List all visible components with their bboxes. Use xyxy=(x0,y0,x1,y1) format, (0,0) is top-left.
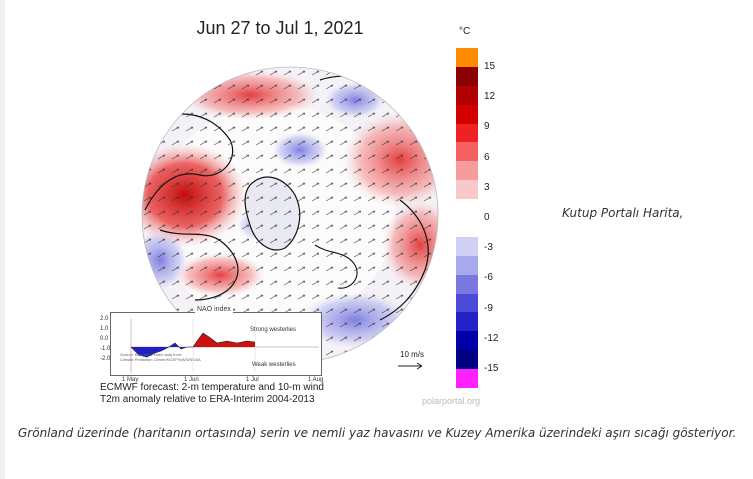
colorbar-segment xyxy=(456,66,478,87)
nao-index-chart xyxy=(130,319,319,373)
colorbar-segment xyxy=(456,350,478,370)
page-edge-strip xyxy=(0,0,5,479)
colorbar-segment xyxy=(456,255,478,276)
colorbar-tick-label: -9 xyxy=(484,302,493,314)
colorbar-segment xyxy=(456,142,478,162)
colorbar-segment xyxy=(456,123,478,143)
colorbar-tick-label: 6 xyxy=(484,151,490,163)
anomaly-caption: T2m anomaly relative to ERA-Interim 2004… xyxy=(100,394,315,405)
nao-source: Source: Bias NAO index data from: Climat… xyxy=(120,352,201,362)
wind-scale-arrow xyxy=(398,362,423,370)
colorbar-segment xyxy=(456,293,478,313)
colorbar-tick-label: 9 xyxy=(484,121,490,133)
figure-caption: Grönland üzerinde (haritanın ortasında) … xyxy=(18,426,737,440)
colorbar-segment xyxy=(456,104,478,125)
colorbar-segment xyxy=(456,161,478,181)
nao-negative-area xyxy=(131,343,193,357)
nao-y-tick-label: 0.0 xyxy=(100,336,109,342)
nao-x-tick-label: 1 May xyxy=(122,377,139,383)
colorbar-segment xyxy=(456,48,478,68)
colorbar-tick-label: 15 xyxy=(484,60,496,72)
nao-x-tick-label: 1 Jun xyxy=(184,377,199,383)
colorbar-tick-label: -6 xyxy=(484,272,493,284)
map-title: Jun 27 to Jul 1, 2021 xyxy=(196,18,364,38)
colorbar-tick-label: 0 xyxy=(484,212,490,223)
credit-label: polarportal.org xyxy=(422,396,481,406)
polar-anomaly-figure: Jun 27 to Jul 1, 2021 xyxy=(100,10,520,410)
colorbar-tick-label: 12 xyxy=(484,91,496,103)
polar-temperature-map xyxy=(141,66,439,364)
colorbar-tick-label: -3 xyxy=(484,242,493,254)
colorbar-unit: °C xyxy=(459,26,471,37)
side-caption: Kutup Portalı Harita, xyxy=(562,206,684,220)
nao-y-tick-label: 2.0 xyxy=(100,316,109,322)
colorbar xyxy=(456,48,478,389)
colorbar-segment xyxy=(456,236,478,257)
nao-title: NAO index xyxy=(195,306,233,313)
colorbar-segment xyxy=(456,369,478,389)
nao-positive-area xyxy=(193,333,255,347)
forecast-caption: ECMWF forecast: 2-m temperature and 10-m… xyxy=(100,382,324,393)
colorbar-tick-label: 3 xyxy=(484,181,490,193)
nao-index-inset xyxy=(110,312,322,376)
colorbar-segment xyxy=(456,331,478,351)
wind-vectors xyxy=(142,67,438,363)
wind-scale-label: 10 m/s xyxy=(400,350,425,359)
nao-x-tick-label: 1 Aug xyxy=(308,377,324,383)
colorbar-segment xyxy=(456,199,478,219)
nao-y-tick-label: -1.0 xyxy=(100,346,111,352)
nao-x-tick-label: 1 Jul xyxy=(246,377,259,383)
colorbar-segment xyxy=(456,312,478,332)
colorbar-tick-label: -15 xyxy=(484,363,499,375)
colorbar-segment xyxy=(456,180,478,200)
nao-y-tick-label: -2.0 xyxy=(100,356,111,362)
nao-weak-label: Weak westerlies xyxy=(252,362,296,368)
colorbar-segment xyxy=(456,274,478,295)
map-disc xyxy=(142,67,438,363)
colorbar-segment xyxy=(456,218,478,238)
nao-y-tick-label: 1.0 xyxy=(100,326,109,332)
colorbar-segment xyxy=(456,85,478,106)
colorbar-tick-label: -12 xyxy=(484,332,499,344)
nao-strong-label: Strong westerlies xyxy=(250,327,297,333)
